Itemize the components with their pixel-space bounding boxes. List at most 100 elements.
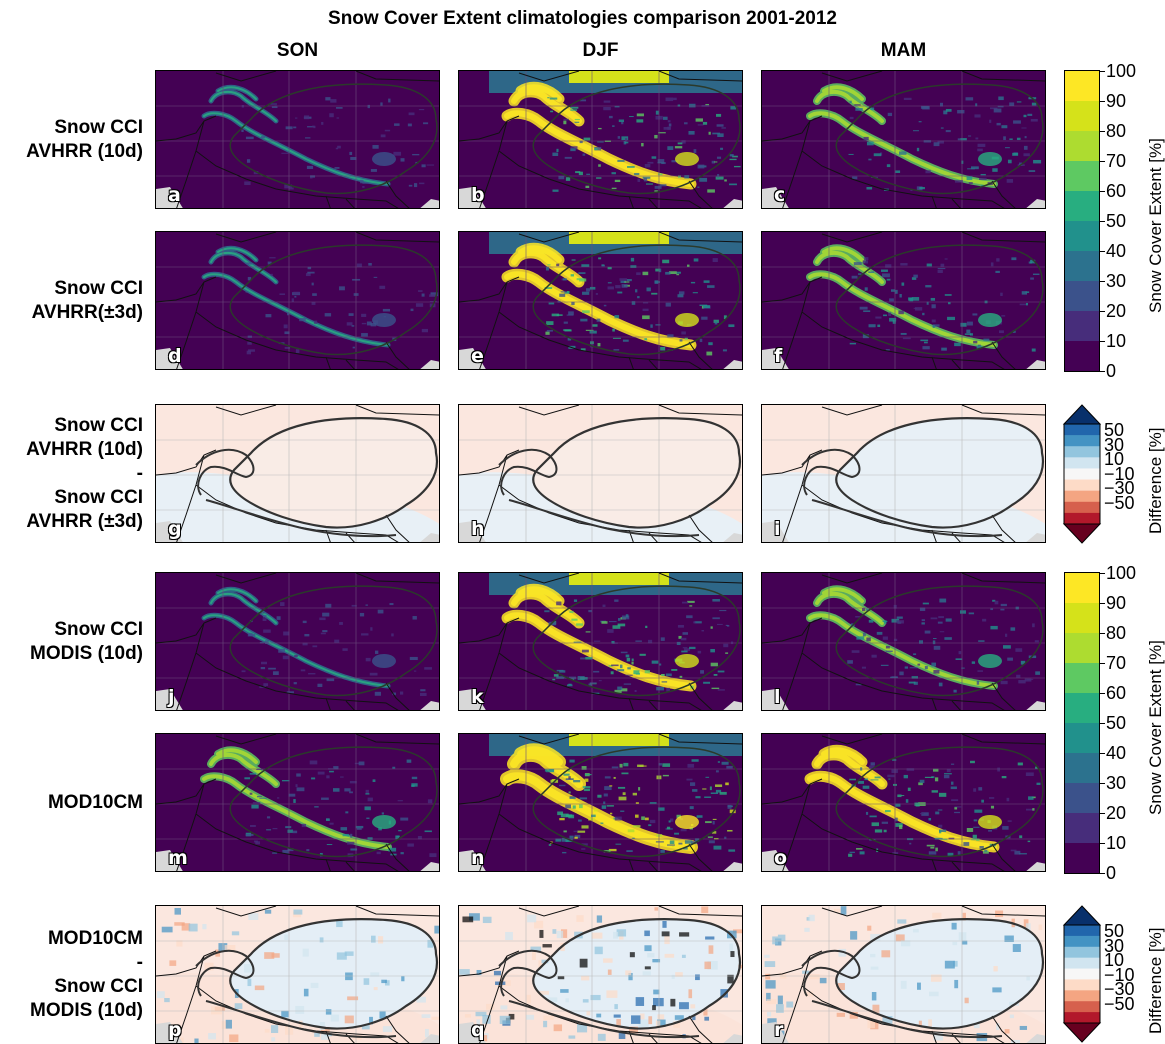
colorbar-segment bbox=[1065, 251, 1099, 281]
colorbar-tick-label: 100 bbox=[1106, 563, 1137, 583]
colorbar-tick-label: 20 bbox=[1106, 301, 1127, 321]
colorbar-label: Difference [%] bbox=[1146, 927, 1165, 1034]
map-image bbox=[459, 232, 742, 369]
colorbar-segment bbox=[1065, 633, 1099, 663]
panel-letter: j bbox=[168, 686, 175, 708]
map-image bbox=[459, 573, 742, 710]
colorbar-extend-min bbox=[1062, 1022, 1102, 1043]
panel-letter: n bbox=[471, 847, 485, 869]
panel-letter: g bbox=[168, 518, 182, 540]
map-panel-d: d bbox=[155, 231, 440, 370]
colorbar-segment bbox=[1064, 990, 1100, 1002]
panel-letter: d bbox=[168, 345, 182, 367]
row-label: MOD10CM - Snow CCI MODIS (10d) bbox=[30, 927, 143, 1021]
colorbar-segment bbox=[1065, 753, 1099, 783]
colorbar-tick-label: 40 bbox=[1106, 241, 1127, 261]
colorbar-tick-mark bbox=[1100, 753, 1105, 754]
map-image bbox=[762, 734, 1045, 871]
colorbar-tick-label: 20 bbox=[1106, 803, 1127, 823]
map-panel-c: c bbox=[761, 70, 1046, 209]
map-image bbox=[459, 71, 742, 208]
column-header-son: SON bbox=[276, 40, 319, 61]
colorbar-segment bbox=[1065, 663, 1099, 693]
colorbar-segment bbox=[1064, 424, 1100, 436]
colorbar-tick-label: 50 bbox=[1104, 921, 1125, 941]
row-label: Snow CCI AVHRR (10d) bbox=[26, 116, 143, 162]
colorbar-segment bbox=[1064, 979, 1100, 991]
figure-title: Snow Cover Extent climatologies comparis… bbox=[328, 8, 837, 29]
colorbar-tick-label: 30 bbox=[1104, 935, 1125, 956]
colorbar-tick-label: 50 bbox=[1106, 211, 1127, 231]
colorbar-tick-mark bbox=[1100, 873, 1105, 874]
colorbar-tick-label: 60 bbox=[1106, 683, 1127, 703]
colorbar-segment bbox=[1064, 468, 1100, 481]
colorbar-extent bbox=[1064, 572, 1100, 874]
colorbar-segment bbox=[1064, 479, 1100, 492]
panel-letter: r bbox=[774, 1019, 784, 1041]
map-panel-o: o bbox=[761, 733, 1046, 872]
panel-letter: p bbox=[168, 1019, 182, 1041]
colorbar-tick-mark bbox=[1100, 341, 1105, 342]
colorbar-segment bbox=[1065, 161, 1099, 191]
map-panel-q: q bbox=[458, 905, 743, 1044]
map-image bbox=[459, 906, 742, 1043]
map-panel-a: a bbox=[155, 70, 440, 209]
map-image bbox=[762, 573, 1045, 710]
colorbar-segment bbox=[1065, 281, 1099, 311]
colorbar-tick-label: −50 bbox=[1104, 492, 1135, 513]
colorbar-tick-label: 100 bbox=[1106, 61, 1137, 81]
map-panel-k: k bbox=[458, 572, 743, 711]
panel-letter: l bbox=[774, 686, 781, 708]
colorbar-tick-label: 80 bbox=[1106, 623, 1127, 643]
colorbar-segment bbox=[1064, 935, 1100, 948]
map-image bbox=[459, 405, 742, 542]
colorbar-label: Snow Cover Extent [%] bbox=[1146, 138, 1165, 313]
colorbar-segment bbox=[1065, 813, 1099, 843]
panel-letter: b bbox=[471, 184, 485, 206]
colorbar-segment bbox=[1064, 925, 1100, 937]
colorbar-segment bbox=[1065, 311, 1099, 341]
map-image bbox=[762, 232, 1045, 369]
map-panel-m: m bbox=[155, 733, 440, 872]
row-label: Snow CCI MODIS (10d) bbox=[30, 618, 143, 664]
colorbar-tick-label: −10 bbox=[1104, 964, 1135, 985]
colorbar-tick-label: 70 bbox=[1106, 653, 1127, 673]
colorbar-segment bbox=[1064, 512, 1100, 525]
colorbar-difference bbox=[1062, 905, 1102, 1043]
colorbar-tick-mark bbox=[1100, 813, 1105, 814]
colorbar-segment bbox=[1064, 501, 1100, 514]
colorbar-segment bbox=[1065, 221, 1099, 251]
colorbar-tick-mark bbox=[1100, 101, 1105, 102]
colorbar-tick-label: 30 bbox=[1104, 434, 1125, 455]
column-header-mam: MAM bbox=[880, 40, 927, 61]
colorbar-tick-label: 10 bbox=[1106, 331, 1127, 351]
colorbar-segment bbox=[1065, 101, 1099, 131]
colorbar-segment bbox=[1064, 446, 1100, 458]
map-image bbox=[156, 405, 439, 542]
panel-letter: i bbox=[774, 518, 781, 540]
map-image bbox=[156, 573, 439, 710]
colorbar-tick-mark bbox=[1100, 663, 1105, 664]
colorbar-segment bbox=[1065, 341, 1099, 371]
colorbar-segment bbox=[1064, 1001, 1100, 1013]
colorbar-label: Difference [%] bbox=[1146, 427, 1165, 534]
panel-letter: e bbox=[471, 345, 484, 367]
colorbar-segment bbox=[1064, 457, 1100, 469]
colorbar-tick-label: 10 bbox=[1106, 833, 1127, 853]
colorbar-extend-min bbox=[1062, 523, 1102, 544]
map-image bbox=[459, 734, 742, 871]
column-header-djf: DJF bbox=[582, 40, 619, 61]
colorbar-tick-mark bbox=[1100, 311, 1105, 312]
map-panel-f: f bbox=[761, 231, 1046, 370]
colorbar-tick-label: 90 bbox=[1106, 91, 1127, 111]
colorbar-tick-label: −30 bbox=[1104, 478, 1135, 498]
colorbar-tick-mark bbox=[1100, 633, 1105, 634]
colorbar-segment bbox=[1065, 693, 1099, 723]
colorbar-segment bbox=[1065, 191, 1099, 221]
colorbar-tick-mark bbox=[1100, 281, 1105, 282]
map-panel-j: j bbox=[155, 572, 440, 711]
panel-letter: a bbox=[168, 184, 181, 206]
panel-letter: h bbox=[471, 518, 485, 540]
map-panel-l: l bbox=[761, 572, 1046, 711]
colorbar-segment bbox=[1065, 843, 1099, 873]
